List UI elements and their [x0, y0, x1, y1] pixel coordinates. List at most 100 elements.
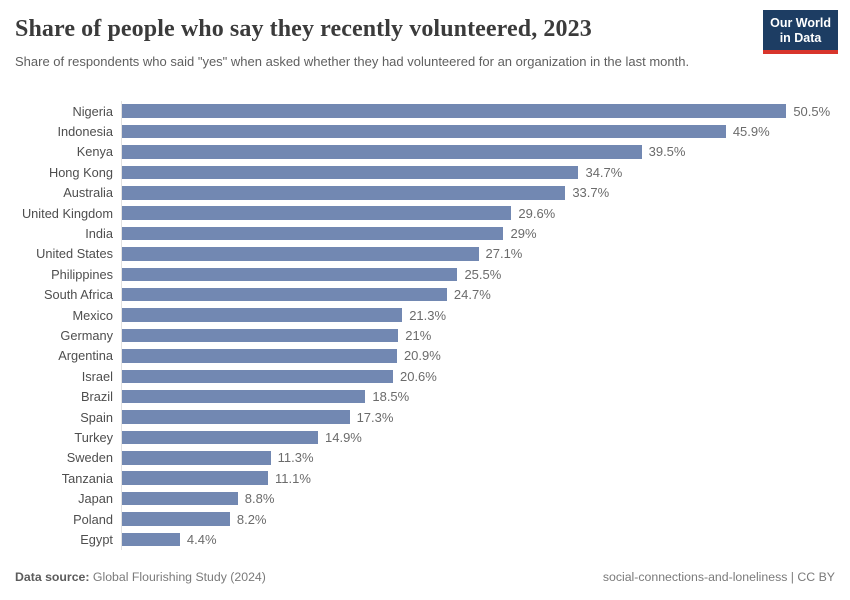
bar-track: 11.3% [121, 447, 835, 469]
value-label: 14.9% [325, 429, 362, 445]
bar[interactable] [122, 247, 479, 261]
country-label: Nigeria [72, 103, 113, 119]
bar[interactable] [122, 206, 512, 220]
bar[interactable] [122, 451, 271, 465]
value-label: 29% [510, 226, 537, 242]
chart-footer: Data source: Global Flourishing Study (2… [15, 570, 835, 584]
bar-row: Germany 21% [15, 325, 835, 346]
bar[interactable] [122, 165, 579, 180]
bar[interactable] [122, 349, 397, 363]
bar-track: 20.9% [121, 345, 835, 367]
value-label: 4.4% [186, 531, 217, 547]
bar[interactable] [122, 287, 447, 302]
bar[interactable] [122, 308, 403, 322]
country-label: United Kingdom [21, 205, 113, 221]
bar-track: 18.5% [121, 386, 835, 407]
bar-track: 21.3% [121, 304, 835, 326]
value-label: 11.3% [277, 450, 314, 466]
bar-track: 20.6% [121, 366, 835, 387]
bar-track: 34.7% [121, 162, 835, 183]
bar-track: 27.1% [121, 243, 835, 265]
country-label: Spain [80, 409, 113, 425]
bar-track: 29.6% [121, 202, 835, 224]
owid-logo-line2: in Data [779, 31, 822, 45]
value-label: 8.2% [236, 511, 267, 527]
bar-row: United Kingdom 29.6% [15, 202, 835, 224]
value-label: 27.1% [485, 246, 523, 262]
chart-title: Share of people who say they recently vo… [15, 16, 592, 42]
bar[interactable] [122, 512, 230, 526]
value-label: 29.6% [518, 205, 556, 221]
bar-track: 50.5% [121, 101, 835, 122]
bar-row: Egypt 4.4% [15, 529, 835, 550]
bar[interactable] [122, 430, 318, 445]
bar-track: 14.9% [121, 427, 835, 448]
bar[interactable] [122, 124, 726, 139]
bar-track: 33.7% [121, 182, 835, 203]
bar-row: Australia 33.7% [15, 182, 835, 203]
country-label: Israel [81, 368, 113, 384]
value-label: 8.8% [244, 491, 275, 507]
bar-row: Israel 20.6% [15, 366, 835, 387]
bar[interactable] [122, 389, 366, 404]
country-label: Philippines [51, 266, 113, 282]
bar-row: Indonesia 45.9% [15, 121, 835, 142]
bar-track: 4.4% [121, 529, 835, 550]
country-label: Hong Kong [48, 164, 113, 180]
bar-row: Turkey 14.9% [15, 427, 835, 448]
bar-chart: Nigeria 50.5% Indonesia 45.9% Kenya 39.5% Hong… [15, 101, 835, 550]
owid-logo[interactable]: Our World in Data [763, 10, 838, 54]
country-label: Turkey [74, 429, 113, 445]
value-label: 25.5% [464, 266, 502, 282]
value-label: 17.3% [356, 409, 394, 425]
value-label: 11.1% [275, 470, 311, 486]
value-label: 50.5% [793, 103, 831, 119]
country-label: Australia [63, 185, 113, 201]
value-label: 24.7% [453, 287, 491, 303]
value-label: 21% [405, 327, 432, 343]
value-label: 20.9% [403, 348, 441, 364]
bar[interactable] [122, 410, 350, 424]
bar-track: 29% [121, 223, 835, 244]
country-label: Argentina [58, 348, 113, 364]
bar[interactable] [122, 328, 399, 343]
bar-track: 45.9% [121, 121, 835, 142]
bar-row: Sweden 11.3% [15, 447, 835, 469]
country-label: United States [36, 246, 113, 262]
bar[interactable] [122, 471, 269, 485]
bar[interactable] [122, 145, 642, 159]
country-label: Poland [73, 511, 113, 527]
bar[interactable] [122, 267, 458, 282]
country-label: Kenya [76, 144, 113, 160]
bar[interactable] [122, 186, 566, 200]
country-label: India [85, 226, 113, 242]
bar[interactable] [122, 226, 504, 241]
bar-track: 21% [121, 325, 835, 346]
owid-logo-line1: Our World [770, 16, 831, 30]
value-label: 33.7% [572, 185, 610, 201]
value-label: 21.3% [409, 307, 447, 323]
bar-row: Hong Kong 34.7% [15, 162, 835, 183]
bar-row: Poland 8.2% [15, 508, 835, 530]
bar-track: 24.7% [121, 284, 835, 305]
bar-row: Brazil 18.5% [15, 386, 835, 407]
country-label: Mexico [72, 307, 113, 323]
bar[interactable] [122, 104, 787, 118]
bar-row: Tanzania 11.1% [15, 468, 835, 489]
chart-subtitle: Share of respondents who said "yes" when… [15, 54, 690, 69]
license-note: social-connections-and-loneliness | CC B… [602, 570, 835, 584]
bar-track: 17.3% [121, 406, 835, 428]
bar-row: India 29% [15, 223, 835, 244]
country-label: Indonesia [57, 124, 114, 140]
country-label: Japan [78, 491, 113, 507]
bar-row: South Africa 24.7% [15, 284, 835, 305]
bar-track: 39.5% [121, 141, 835, 163]
bar[interactable] [122, 491, 238, 506]
value-label: 20.6% [399, 368, 437, 384]
bar[interactable] [122, 532, 180, 547]
data-source: Data source: Global Flourishing Study (2… [15, 570, 266, 584]
value-label: 39.5% [648, 144, 686, 160]
bar[interactable] [122, 369, 393, 384]
country-label: Tanzania [61, 470, 113, 486]
